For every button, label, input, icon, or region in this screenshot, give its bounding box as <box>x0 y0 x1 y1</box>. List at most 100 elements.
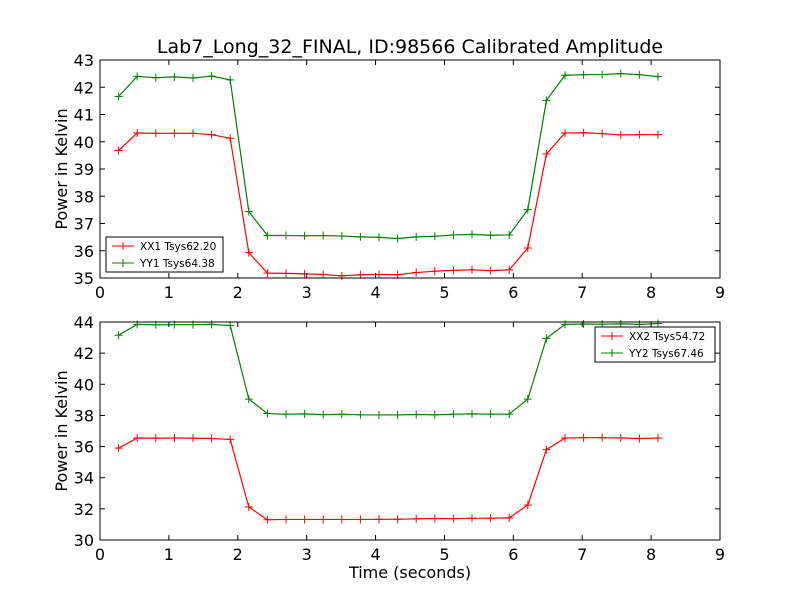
data-point-top-0-13 <box>356 270 365 279</box>
data-point-top-0-26 <box>598 129 607 138</box>
legend-box-top <box>105 236 224 273</box>
data-point-top-1-29 <box>654 72 662 81</box>
data-point-top-1-19 <box>468 230 476 239</box>
data-point-bottom-0-11 <box>319 515 328 524</box>
data-point-bottom-0-1 <box>133 434 142 443</box>
ticks-bottom <box>99 321 721 541</box>
data-point-bottom-1-15 <box>393 410 402 419</box>
data-point-bottom-0-21 <box>505 513 514 522</box>
x-tick-label-bottom-7: 7 <box>577 545 587 564</box>
data-point-bottom-1-6 <box>226 321 235 330</box>
y-tick-label-bottom-2: 34 <box>74 469 94 488</box>
data-point-top-1-27 <box>616 69 625 78</box>
x-tick-label-bottom-0: 0 <box>95 545 105 564</box>
data-point-bottom-1-29 <box>654 319 662 328</box>
data-point-top-0-29 <box>654 130 662 139</box>
y-tick-label-bottom-7: 44 <box>74 313 94 332</box>
data-point-top-0-19 <box>468 265 476 274</box>
y-tick-label-top-5: 40 <box>74 133 94 152</box>
x-tick-label-top-0: 0 <box>95 283 105 302</box>
chart-title: Lab7_Long_32_FINAL, ID:98566 Calibrated … <box>157 36 663 58</box>
data-point-bottom-0-27 <box>616 434 625 443</box>
data-point-top-0-20 <box>486 266 495 275</box>
ticks-top <box>99 59 721 279</box>
x-tick-label-top-8: 8 <box>646 283 656 302</box>
data-point-bottom-1-0 <box>114 331 123 340</box>
data-point-bottom-0-4 <box>189 434 197 443</box>
x-tick-labels-top: 0 1 2 3 4 5 6 7 8 9 <box>95 283 725 302</box>
data-point-top-0-9 <box>282 269 290 278</box>
data-point-top-1-11 <box>319 231 328 240</box>
data-point-top-0-21 <box>505 265 514 274</box>
data-point-bottom-1-18 <box>449 410 458 419</box>
y-tick-label-top-1: 36 <box>74 242 94 261</box>
y-tick-label-bottom-4: 38 <box>74 406 94 425</box>
data-point-bottom-0-10 <box>300 515 309 524</box>
y-tick-label-bottom-6: 42 <box>74 344 94 363</box>
data-point-top-1-14 <box>375 233 383 242</box>
chart-top: Lab7_Long_32_FINAL, ID:98566 Calibrated … <box>52 36 725 302</box>
data-point-top-1-9 <box>282 231 290 240</box>
data-point-bottom-1-21 <box>505 410 514 419</box>
x-tick-label-bottom-2: 2 <box>233 545 243 564</box>
data-point-top-1-18 <box>449 230 458 239</box>
data-point-top-1-8 <box>263 231 272 240</box>
data-point-bottom-1-17 <box>430 410 439 419</box>
y-tick-label-bottom-1: 32 <box>74 500 94 519</box>
data-point-top-1-17 <box>430 232 439 241</box>
data-point-bottom-0-0 <box>114 444 123 453</box>
data-point-top-0-27 <box>616 130 625 139</box>
data-point-bottom-1-16 <box>412 410 421 419</box>
data-point-bottom-1-12 <box>337 410 346 419</box>
legend-marker-xx1 <box>119 242 127 250</box>
data-point-bottom-0-29 <box>654 434 662 443</box>
x-tick-label-bottom-5: 5 <box>439 545 449 564</box>
data-point-top-0-1 <box>133 129 142 138</box>
data-point-bottom-1-9 <box>282 410 290 419</box>
data-point-top-0-28 <box>635 130 644 139</box>
legend-label-yy2: YY2 Tsys67.46 <box>628 348 704 360</box>
y-tick-label-top-8: 43 <box>74 51 94 70</box>
y-tick-label-top-0: 35 <box>74 269 94 288</box>
legend-box-bottom <box>594 326 716 363</box>
y-axis-label-top: Power in Kelvin <box>52 108 71 229</box>
data-point-top-0-16 <box>412 268 421 277</box>
data-point-top-0-2 <box>151 129 160 138</box>
data-point-top-1-26 <box>598 70 607 79</box>
data-point-top-1-25 <box>579 70 588 79</box>
data-point-top-0-15 <box>393 270 402 279</box>
x-tick-label-top-9: 9 <box>715 283 725 302</box>
data-point-top-1-15 <box>393 234 402 243</box>
data-point-bottom-0-22 <box>523 500 532 509</box>
data-point-top-0-3 <box>170 129 179 138</box>
data-point-bottom-0-26 <box>598 433 607 442</box>
data-point-bottom-0-24 <box>561 434 569 443</box>
data-point-top-1-16 <box>412 232 421 241</box>
data-point-bottom-1-23 <box>542 334 551 343</box>
data-point-top-1-6 <box>226 75 235 84</box>
data-point-bottom-0-9 <box>282 515 290 524</box>
data-point-bottom-1-20 <box>486 410 495 419</box>
x-tick-label-top-4: 4 <box>370 283 380 302</box>
data-point-top-0-24 <box>561 129 569 138</box>
data-point-bottom-1-25 <box>579 320 588 329</box>
x-tick-label-top-3: 3 <box>302 283 312 302</box>
data-point-bottom-0-17 <box>430 514 439 523</box>
data-point-bottom-0-13 <box>356 515 365 524</box>
data-point-top-1-28 <box>635 70 644 79</box>
data-point-top-1-0 <box>114 92 123 101</box>
data-point-bottom-0-16 <box>412 514 421 523</box>
legend-label-xx2: XX2 Tsys54.72 <box>629 331 705 343</box>
data-point-bottom-1-14 <box>375 410 383 419</box>
data-point-top-1-1 <box>133 72 142 81</box>
data-point-bottom-1-7 <box>244 395 253 404</box>
data-point-top-1-2 <box>151 73 160 82</box>
x-tick-label-bottom-9: 9 <box>715 545 725 564</box>
axes-frame-bottom <box>99 321 721 541</box>
x-tick-label-bottom-1: 1 <box>164 545 174 564</box>
legend-bottom: XX2 Tsys54.72 YY2 Tsys67.46 <box>594 326 716 363</box>
data-point-top-1-10 <box>300 231 309 240</box>
data-point-top-0-6 <box>226 134 235 143</box>
